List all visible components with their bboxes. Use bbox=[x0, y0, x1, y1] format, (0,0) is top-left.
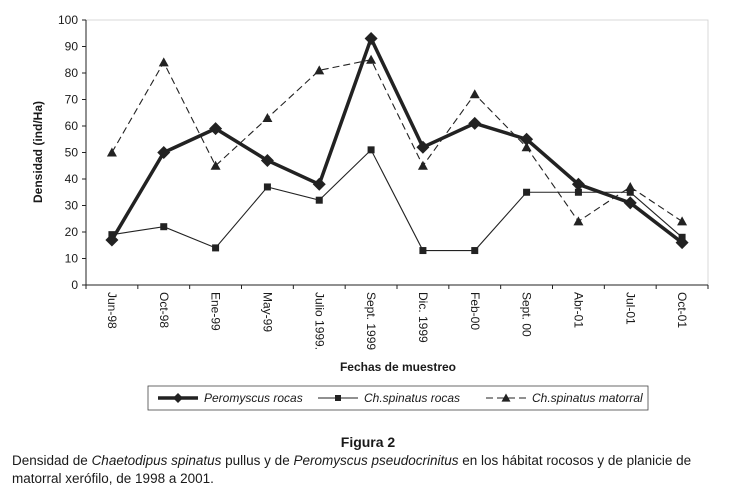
y-tick-label: 60 bbox=[65, 119, 79, 133]
data-point bbox=[417, 160, 428, 170]
y-tick-label: 100 bbox=[58, 13, 78, 27]
x-tick-label: Feb-00 bbox=[468, 292, 482, 330]
caption-part: en los hábitat rocosos y de planicie de … bbox=[12, 453, 692, 486]
y-tick-label: 80 bbox=[65, 66, 79, 80]
x-tick-label: Oct-01 bbox=[675, 292, 689, 328]
y-tick-label: 30 bbox=[65, 199, 79, 213]
caption-part: Densidad de bbox=[12, 453, 92, 468]
data-point bbox=[419, 247, 427, 255]
data-point bbox=[158, 57, 169, 67]
x-tick-label: Julio 1999. bbox=[312, 292, 326, 350]
legend: Peromyscus rocas Ch.spinatus rocas Ch.spin… bbox=[147, 385, 649, 411]
series-line bbox=[111, 148, 683, 252]
series-line bbox=[110, 36, 684, 244]
y-axis-label: Densidad (ind/Ha) bbox=[31, 101, 45, 203]
data-point bbox=[105, 233, 119, 247]
legend-label: Ch.spinatus rocas bbox=[364, 391, 460, 405]
line-chart: 0 10 20 30 40 50 60 70 80 90 100 Jun-98 Oct-98 Ene-9… bbox=[31, 13, 709, 411]
data-point bbox=[626, 188, 634, 196]
y-tick-label: 10 bbox=[65, 252, 79, 266]
legend-marker bbox=[335, 395, 341, 401]
figure-caption: Densidad de Chaetodipus spinatus pullus … bbox=[12, 452, 730, 488]
y-tick-label: 50 bbox=[65, 146, 79, 160]
legend-label: Peromyscus rocas bbox=[204, 391, 303, 405]
data-point bbox=[263, 183, 271, 191]
caption-part: pullus y de bbox=[221, 453, 294, 468]
data-point bbox=[210, 160, 221, 170]
data-point bbox=[520, 132, 534, 146]
x-tick-label: Jun-98 bbox=[105, 292, 119, 329]
legend-marker bbox=[173, 393, 183, 403]
y-tick-label: 40 bbox=[65, 172, 79, 186]
legend-label: Ch.spinatus matorral bbox=[532, 391, 643, 405]
figure-title: Figura 2 bbox=[340, 434, 396, 450]
caption-species-1: Chaetodipus spinatus bbox=[91, 453, 222, 468]
data-point bbox=[623, 196, 637, 210]
data-point bbox=[468, 116, 482, 130]
x-tick-label: Sept. 00 bbox=[520, 292, 534, 337]
series-ch-spinatus-rocas bbox=[108, 146, 686, 255]
data-point bbox=[367, 146, 375, 154]
data-point bbox=[416, 140, 430, 154]
x-tick-label: Dic. 1999 bbox=[416, 292, 430, 343]
data-point bbox=[314, 65, 325, 75]
data-point bbox=[625, 181, 636, 191]
caption-species-2: Peromyscus pseudocrinitus bbox=[293, 453, 459, 468]
x-tick-label: Sept. 1999 bbox=[364, 292, 378, 350]
data-point bbox=[106, 147, 117, 157]
data-point bbox=[262, 113, 273, 123]
plot-area bbox=[85, 19, 709, 286]
series-ch-spinatus-matorral bbox=[106, 54, 688, 226]
legend-marker bbox=[501, 393, 511, 402]
data-point bbox=[160, 223, 168, 231]
data-point bbox=[523, 188, 531, 196]
data-point bbox=[157, 146, 171, 159]
data-point bbox=[677, 216, 688, 226]
data-point bbox=[315, 196, 323, 204]
data-point bbox=[574, 188, 582, 196]
data-point bbox=[571, 177, 585, 191]
data-point bbox=[471, 247, 479, 255]
series-line bbox=[111, 59, 683, 223]
data-point bbox=[212, 244, 220, 252]
data-point bbox=[573, 216, 584, 226]
data-point bbox=[366, 54, 377, 64]
data-point bbox=[260, 153, 274, 167]
x-axis-label: Fechas de muestreo bbox=[340, 360, 456, 374]
y-tick-label: 70 bbox=[65, 93, 79, 107]
data-point bbox=[312, 177, 326, 191]
y-tick-label: 20 bbox=[65, 225, 79, 239]
y-tick-label: 0 bbox=[71, 278, 78, 292]
data-point bbox=[364, 32, 378, 46]
data-point bbox=[675, 236, 689, 250]
y-tick-label: 90 bbox=[65, 40, 79, 54]
x-tick-label: May-99 bbox=[260, 292, 274, 332]
legend-box bbox=[147, 385, 649, 411]
data-point bbox=[469, 89, 480, 99]
x-tick-label: Ene-99 bbox=[209, 292, 223, 331]
data-point bbox=[209, 122, 223, 136]
series-peromyscus-rocas bbox=[105, 32, 689, 250]
x-tick-label: Oct-98 bbox=[157, 292, 171, 328]
x-tick-label: Abr-01 bbox=[571, 292, 585, 328]
x-tick-label: Jul-01 bbox=[623, 292, 637, 325]
data-point bbox=[521, 142, 532, 152]
